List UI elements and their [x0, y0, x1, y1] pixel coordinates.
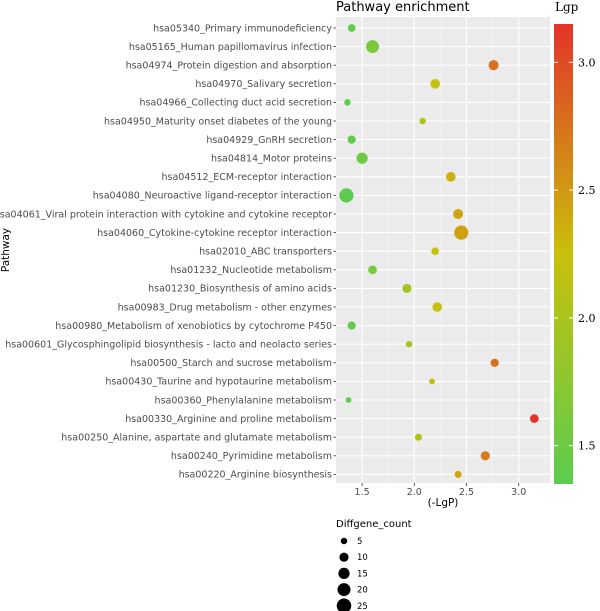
- size-legend: 5 10 15 20 25: [336, 537, 368, 611]
- pathway-label: hsa01232_Nucleotide metabolism: [170, 265, 332, 276]
- color-legend-tick-label: 2.0: [578, 312, 596, 325]
- pathway-label: hsa04966_Collecting duct acid secretion: [139, 98, 332, 109]
- pathway-label: hsa04080_Neuroactive ligand-receptor int…: [93, 191, 332, 202]
- y-axis-title: Pathway: [0, 228, 12, 272]
- size-legend-label: 20: [357, 586, 368, 596]
- pathway-label: hsa05340_Primary immunodeficiency: [153, 23, 332, 34]
- pathway-label: hsa00601_Glycosphingolipid biosynthesis …: [5, 340, 332, 351]
- pathway-label: hsa00330_Arginine and proline metabolism: [125, 414, 332, 425]
- pathway-label: hsa00360_Phenylalanine metabolism: [155, 395, 332, 406]
- size-legend-key: [340, 537, 348, 545]
- data-point: [344, 99, 351, 106]
- data-point: [480, 451, 490, 461]
- plot-panel: [336, 17, 550, 483]
- pathway-labels: hsa05340_Primary immunodeficiency hsa0516…: [0, 23, 336, 481]
- pathway-label: hsa00500_Starch and sucrose metabolism: [130, 358, 332, 369]
- size-legend-key: [336, 598, 352, 611]
- data-point: [454, 225, 469, 240]
- size-legend-label: 15: [357, 569, 368, 579]
- data-point: [454, 470, 462, 478]
- pathway-label: hsa04814_Motor proteins: [211, 154, 332, 165]
- data-point: [345, 397, 352, 403]
- data-point: [402, 283, 412, 293]
- size-legend-key: [339, 552, 349, 562]
- data-point: [432, 302, 443, 312]
- x-tick-label: 2.5: [459, 487, 474, 498]
- pathway-label: hsa01230_Biosynthesis of amino acids: [148, 284, 332, 295]
- color-legend-ticks: 1.5 2.0 2.5 3.0: [554, 56, 596, 453]
- gridlines: [336, 17, 550, 483]
- pathway-label: hsa00250_Alanine, aspartate and glutamat…: [61, 433, 332, 444]
- data-point: [490, 358, 499, 367]
- data-point: [414, 433, 423, 441]
- color-legend-tick-label: 2.5: [578, 184, 596, 197]
- data-point: [339, 188, 354, 203]
- color-legend-title: Lgp: [555, 0, 579, 14]
- x-tick-label: 1.5: [355, 487, 370, 498]
- chart-title: Pathway enrichment: [336, 0, 470, 15]
- data-point: [431, 247, 440, 256]
- pathway-label: hsa04060_Cytokine-cytokine receptor inte…: [97, 228, 332, 239]
- color-legend-tick-label: 3.0: [578, 56, 596, 69]
- data-point: [347, 24, 356, 32]
- pathway-label: hsa04970_Salivary secretion: [195, 79, 332, 90]
- pathway-label: hsa00240_Pyrimidine metabolism: [171, 451, 332, 462]
- data-point: [446, 171, 456, 182]
- pathway-label: hsa04512_ECM-receptor interaction: [161, 172, 332, 183]
- data-points: [339, 24, 539, 478]
- data-point: [488, 60, 499, 71]
- data-point: [366, 40, 380, 54]
- pathway-label: hsa04974_Protein digestion and absorptio…: [126, 61, 332, 72]
- data-point: [453, 208, 464, 220]
- size-legend-key: [337, 583, 351, 597]
- pathway-label: hsa00980_Metabolism of xenobiotics by cy…: [55, 321, 332, 332]
- size-legend-label: 25: [357, 602, 368, 611]
- size-legend-title: Diffgene_count: [336, 519, 412, 530]
- data-point: [429, 378, 435, 385]
- x-axis-ticks: 1.5 2.0 2.5 3.0: [355, 483, 526, 498]
- pathway-label: hsa04950_Maturity onset diabetes of the …: [104, 116, 332, 127]
- data-point: [419, 117, 426, 125]
- size-legend-label: 5: [357, 537, 362, 547]
- pathway-label: hsa04061_Viral protein interaction with …: [0, 209, 332, 220]
- data-point: [529, 414, 539, 423]
- data-point: [405, 340, 413, 348]
- data-point: [347, 321, 356, 330]
- data-point: [430, 78, 440, 89]
- pathway-label: hsa04929_GnRH secretion: [206, 135, 332, 146]
- color-legend-tick-label: 1.5: [578, 440, 596, 453]
- pathway-label: hsa00430_Taurine and hypotaurine metabol…: [105, 377, 332, 388]
- data-point: [347, 135, 356, 144]
- pathway-label: hsa00983_Drug metabolism - other enzymes: [118, 302, 332, 313]
- data-point: [368, 265, 377, 275]
- x-tick-label: 2.0: [407, 487, 422, 498]
- pathway-label: hsa00220_Arginine biosynthesis: [179, 470, 332, 481]
- color-legend-bar: [554, 24, 573, 484]
- pathway-label: hsa02010_ABC transporters: [199, 247, 332, 258]
- pathway-label: hsa05165_Human papillomavirus infection: [129, 42, 332, 53]
- x-axis-title: (-LgP): [428, 497, 459, 509]
- data-point: [356, 152, 368, 164]
- size-legend-key: [338, 567, 350, 580]
- size-legend-label: 10: [357, 553, 368, 563]
- x-tick-label: 3.0: [511, 487, 526, 498]
